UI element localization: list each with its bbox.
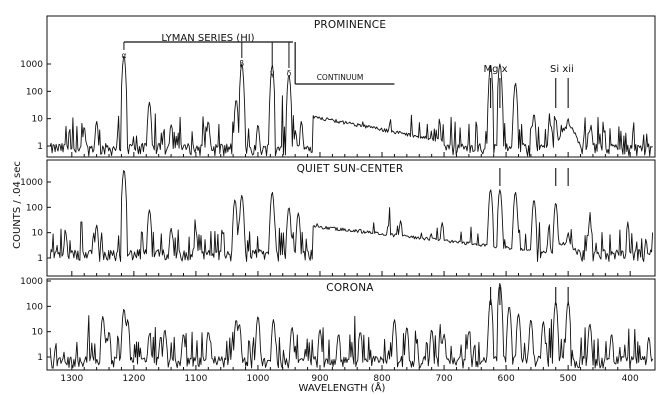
y-tick-label: 10 xyxy=(32,115,44,125)
continuum-label: CONTINUUM xyxy=(317,73,364,82)
x-tick-label: 700 xyxy=(435,374,452,384)
x-tick-label: 500 xyxy=(560,374,577,384)
panel-frame-1 xyxy=(46,159,656,277)
annotations: α β γ δ Mg x Si xii xyxy=(121,41,574,305)
ion-label: Mg x xyxy=(484,64,508,75)
y-axis-label: COUNTS / .04 sec xyxy=(12,161,23,249)
y-tick-label: 1000 xyxy=(20,178,43,188)
lyman-greek-label: β xyxy=(239,59,244,68)
y-tick-label: 1 xyxy=(37,142,43,152)
x-tick-label: 600 xyxy=(498,374,515,384)
lyman-greek-label: δ xyxy=(287,69,292,78)
y-tick-label: 1000 xyxy=(20,277,43,287)
x-tick-label: 1100 xyxy=(184,374,207,384)
x-tick-label: 1000 xyxy=(246,374,269,384)
x-tick-label: 1300 xyxy=(60,374,83,384)
x-tick-label: 900 xyxy=(311,374,328,384)
x-tick-label: 800 xyxy=(373,374,390,384)
spectrum-trace-prominence xyxy=(49,56,653,157)
panel-frame-2 xyxy=(46,278,656,371)
y-tick-label: 1 xyxy=(37,254,43,264)
lyman-series-label: LYMAN SERIES (HI) xyxy=(161,33,254,44)
spectrum-trace-corona xyxy=(49,283,654,369)
panel-title-prominence: PROMINENCE xyxy=(314,19,386,31)
spectrum-trace-quiet-sun-center xyxy=(49,170,654,262)
ion-label: Si xii xyxy=(550,64,574,75)
y-tick-label: 1 xyxy=(37,353,43,363)
panel-title-quiet-sun: QUIET SUN-CENTER xyxy=(297,163,404,175)
lyman-greek-label: α xyxy=(121,51,126,60)
panel-title-corona: CORONA xyxy=(326,282,374,294)
y-tick-label: 100 xyxy=(26,203,43,213)
y-tick-label: 100 xyxy=(26,302,43,312)
y-tick-label: 10 xyxy=(32,328,44,338)
lyman-greek-label: γ xyxy=(270,69,275,78)
y-tick-label: 100 xyxy=(26,87,43,97)
y-tick-label: 1000 xyxy=(20,60,43,70)
spectra-traces xyxy=(49,56,654,369)
plot-frame: 1 10 100 1000 1 10 100 1000 1 10 100 1000 1300 1200 11… xyxy=(20,15,656,384)
panel-frame-0 xyxy=(46,15,656,158)
x-tick-label: 1200 xyxy=(122,374,145,384)
x-axis-label: WAVELENGTH (Å) xyxy=(299,381,386,394)
x-tick-label: 400 xyxy=(622,374,639,384)
y-tick-label: 10 xyxy=(32,229,44,239)
